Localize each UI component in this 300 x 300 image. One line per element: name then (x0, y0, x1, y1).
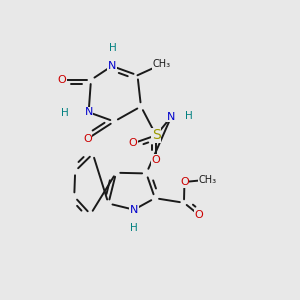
Text: O: O (128, 138, 137, 148)
Text: H: H (109, 43, 117, 52)
Text: H: H (185, 111, 193, 121)
Text: O: O (58, 75, 66, 85)
Text: N: N (167, 112, 176, 122)
Text: O: O (152, 154, 161, 165)
Text: O: O (83, 134, 92, 144)
Text: N: N (108, 61, 116, 71)
Text: CH₃: CH₃ (199, 175, 217, 185)
Text: H: H (61, 108, 69, 118)
Text: N: N (130, 205, 138, 215)
Text: CH₃: CH₃ (153, 59, 171, 69)
Text: S: S (152, 128, 161, 142)
Text: H: H (130, 223, 138, 233)
Text: O: O (195, 210, 203, 220)
Text: N: N (85, 107, 93, 117)
Text: O: O (180, 177, 189, 187)
